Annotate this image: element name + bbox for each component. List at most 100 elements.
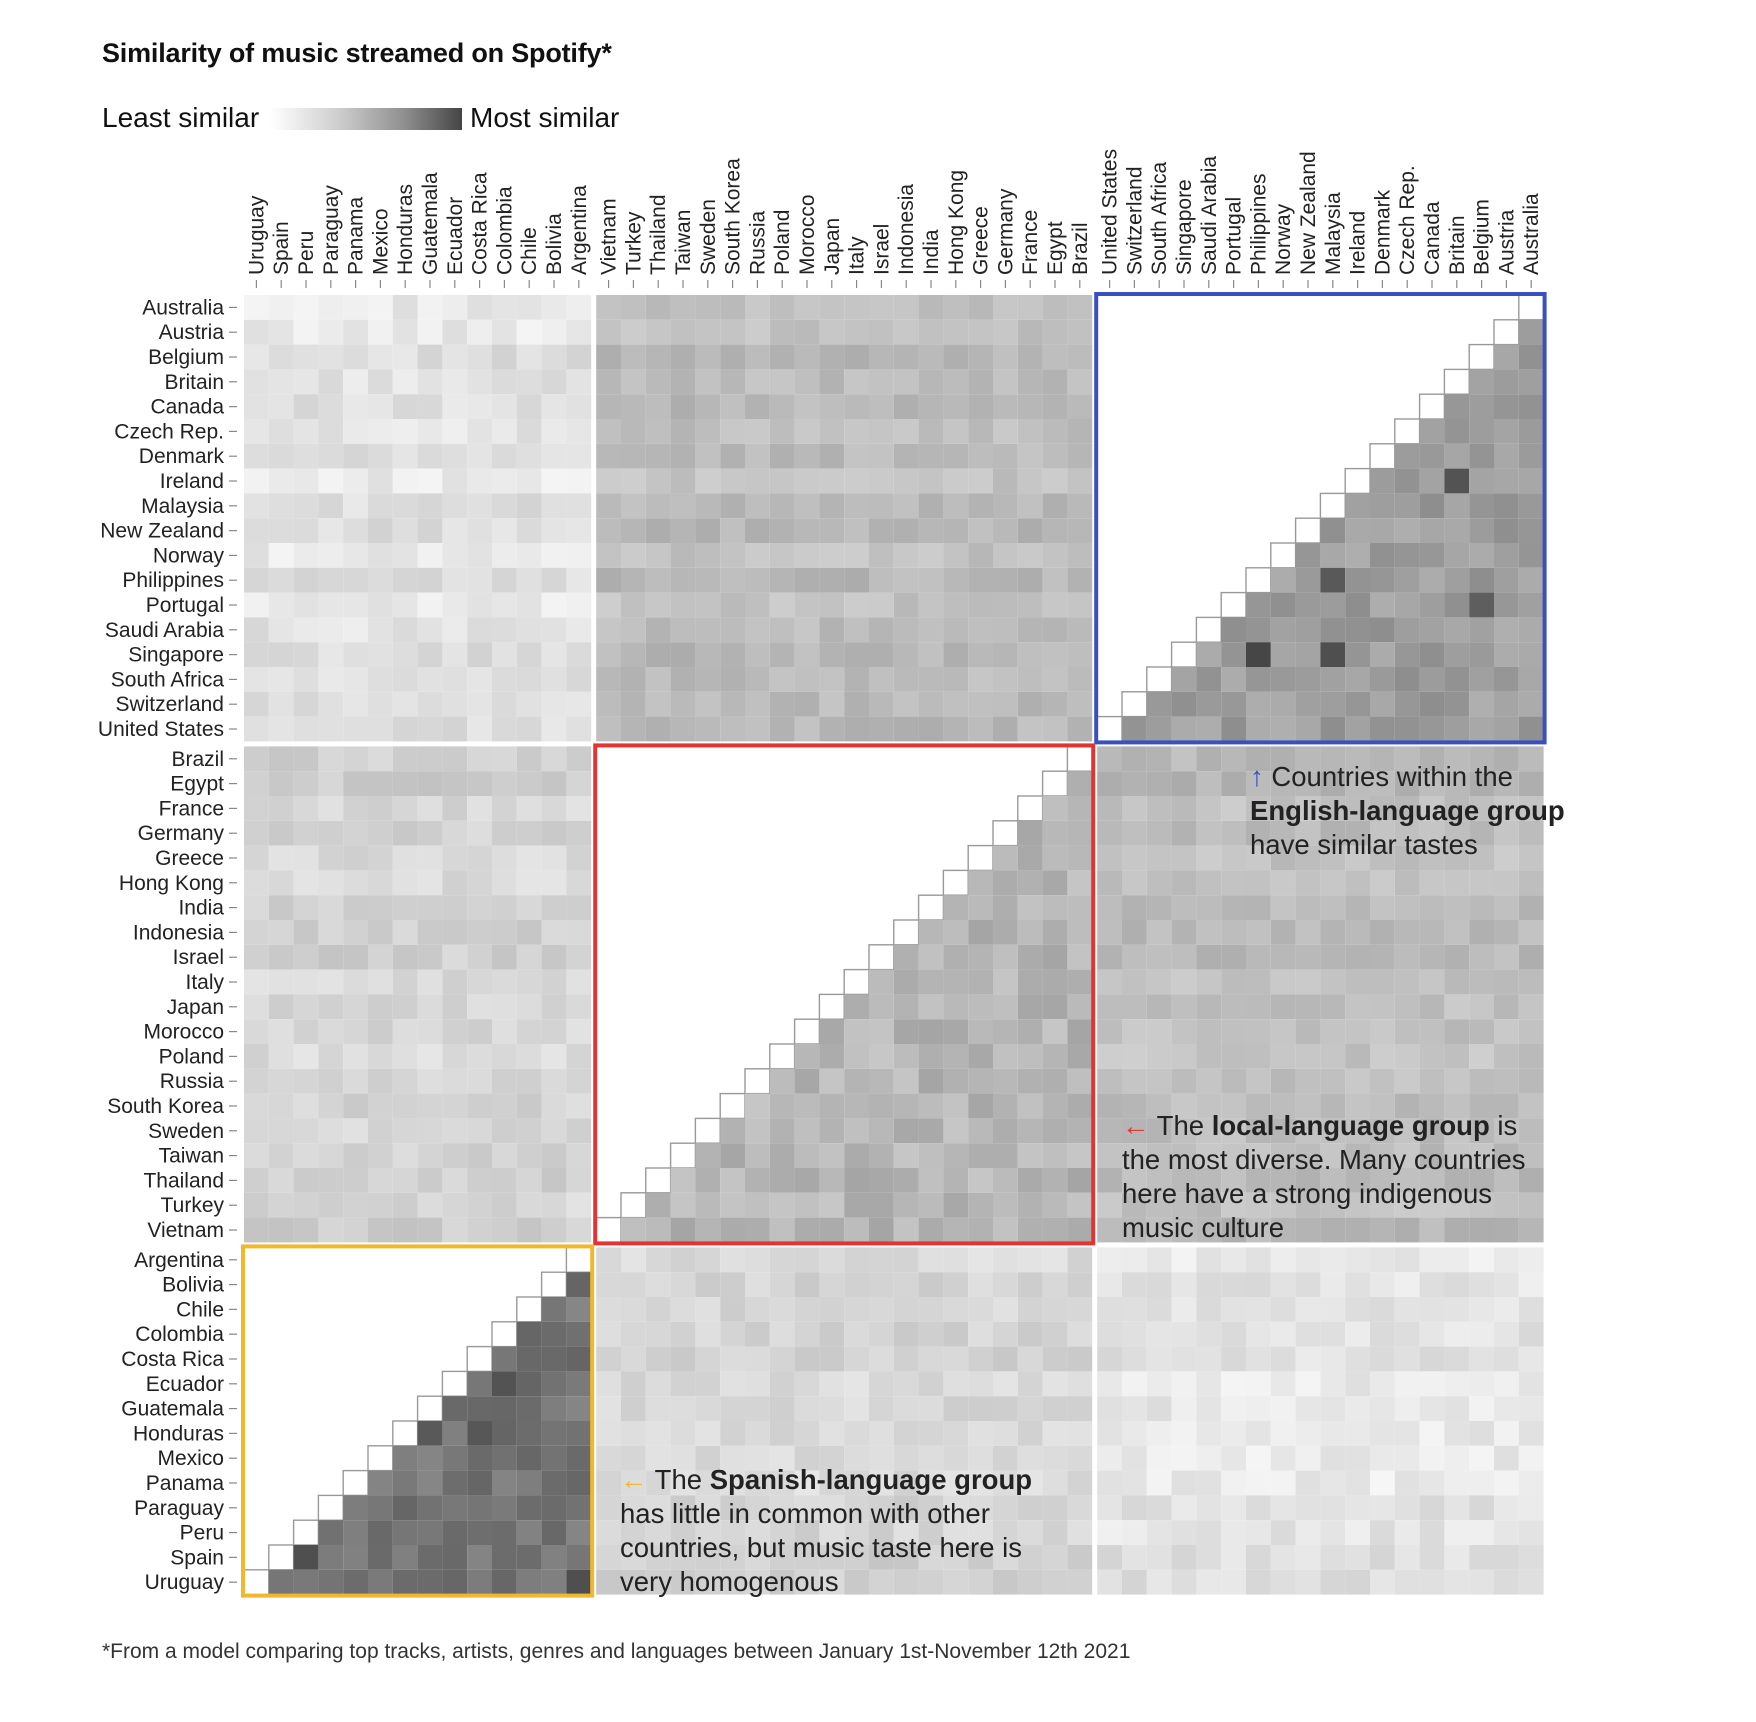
heatmap-cell xyxy=(318,319,344,345)
heatmap-cell xyxy=(318,295,344,320)
heatmap-cell xyxy=(745,592,770,618)
heatmap-cell xyxy=(1042,870,1068,896)
heatmap-cell xyxy=(1295,1118,1321,1144)
heatmap-cell xyxy=(392,468,418,494)
heatmap-cell xyxy=(794,419,820,444)
heatmap-cell xyxy=(1294,517,1322,544)
heatmap-cell xyxy=(596,691,621,717)
heatmap-cell xyxy=(1042,1321,1068,1347)
heatmap-cell xyxy=(968,1445,993,1471)
annotation-english-bold: English-language group xyxy=(1250,795,1565,826)
heatmap-cell xyxy=(417,895,443,920)
heatmap-cell xyxy=(918,617,944,643)
heatmap-cell xyxy=(492,895,517,920)
heatmap-cell xyxy=(566,1396,592,1421)
heatmap-cell xyxy=(818,993,845,1020)
heatmap-cell xyxy=(993,944,1018,970)
heatmap-cell xyxy=(1171,667,1197,692)
heatmap-cell xyxy=(1122,1297,1147,1322)
heatmap-cell xyxy=(794,1371,820,1397)
heatmap-cell xyxy=(467,1044,492,1069)
heatmap-cell xyxy=(993,1346,1018,1372)
heatmap-cell xyxy=(442,1470,468,1496)
heatmap-cell xyxy=(918,319,944,345)
heatmap-cell xyxy=(467,642,492,667)
heatmap-cell xyxy=(1171,1346,1197,1372)
heatmap-cell xyxy=(993,642,1018,667)
heatmap-cell xyxy=(1042,1192,1068,1218)
heatmap-cell xyxy=(993,518,1018,543)
heatmap-cell xyxy=(368,1143,393,1168)
heatmap-cell xyxy=(844,691,869,717)
heatmap-cell xyxy=(1221,1093,1246,1119)
heatmap-cell xyxy=(819,1421,845,1446)
heatmap-cell xyxy=(621,1470,646,1496)
heatmap-cell xyxy=(417,419,443,444)
heatmap-cell xyxy=(417,1421,443,1446)
heatmap-cell xyxy=(1394,944,1420,970)
heatmap-cell xyxy=(1469,1272,1494,1297)
heatmap-cell xyxy=(1370,870,1395,896)
heatmap-cell xyxy=(516,1296,543,1323)
heatmap-cell xyxy=(968,592,993,618)
heatmap-cell xyxy=(869,518,894,543)
heatmap-cell xyxy=(1067,1068,1093,1094)
heatmap-cell xyxy=(1494,1470,1519,1496)
heatmap-cell xyxy=(1017,369,1043,395)
heatmap-cell xyxy=(1270,642,1296,667)
heatmap-cell xyxy=(1146,1247,1172,1273)
heatmap-cell xyxy=(1246,1545,1271,1570)
heatmap-cell xyxy=(318,419,344,444)
heatmap-cell xyxy=(993,1569,1018,1595)
heatmap-cell xyxy=(1097,1019,1122,1044)
heatmap-cell xyxy=(1295,1346,1321,1372)
heatmap-cell xyxy=(442,468,468,494)
heatmap-cell xyxy=(968,295,993,320)
heatmap-cell xyxy=(467,592,492,618)
heatmap-cell xyxy=(993,716,1018,742)
heatmap-cell xyxy=(968,567,993,593)
heatmap-cell xyxy=(943,1247,969,1273)
heatmap-cell xyxy=(670,394,696,419)
heatmap-cell xyxy=(695,691,721,717)
heatmap-cell xyxy=(1221,1421,1246,1446)
heatmap-cell xyxy=(695,617,721,643)
column-label: Ecuador xyxy=(444,197,467,275)
heatmap-cell xyxy=(695,1495,721,1521)
heatmap-cell xyxy=(244,617,269,643)
heatmap-cell xyxy=(442,1569,468,1595)
heatmap-cell xyxy=(769,1569,795,1595)
heatmap-cell xyxy=(368,1569,393,1595)
heatmap-cell xyxy=(596,493,621,519)
heatmap-cell xyxy=(467,394,492,419)
heatmap-cell xyxy=(492,994,517,1020)
heatmap-cell xyxy=(541,820,567,846)
heatmap-cell xyxy=(1221,1495,1246,1521)
heatmap-cell xyxy=(1122,1445,1147,1471)
heatmap-cell xyxy=(893,716,919,742)
heatmap-cell xyxy=(1122,920,1147,945)
heatmap-cell xyxy=(343,642,368,667)
heatmap-cell xyxy=(1246,969,1271,995)
heatmap-cell xyxy=(918,716,944,742)
heatmap-cell xyxy=(516,667,542,692)
heatmap-cell xyxy=(293,1044,319,1069)
heatmap-cell xyxy=(719,1092,746,1120)
heatmap-cell xyxy=(1469,716,1494,742)
heatmap-cell xyxy=(1221,617,1246,643)
heatmap-cell xyxy=(1221,1247,1246,1273)
heatmap-cell xyxy=(1444,796,1470,821)
heatmap-cell xyxy=(417,1495,443,1521)
heatmap-cell xyxy=(516,920,542,945)
heatmap-cell xyxy=(1097,1118,1122,1144)
heatmap-cell xyxy=(1042,1520,1068,1545)
heatmap-cell xyxy=(1270,1143,1296,1168)
heatmap-cell xyxy=(244,443,269,469)
heatmap-cell xyxy=(1067,1019,1093,1044)
column-label: Hong Kong xyxy=(945,170,968,275)
heatmap-cell xyxy=(794,1495,820,1521)
heatmap-cell xyxy=(1469,1168,1494,1193)
heatmap-cell xyxy=(293,394,319,419)
heatmap-cell xyxy=(293,920,319,945)
heatmap-cell xyxy=(566,394,592,419)
